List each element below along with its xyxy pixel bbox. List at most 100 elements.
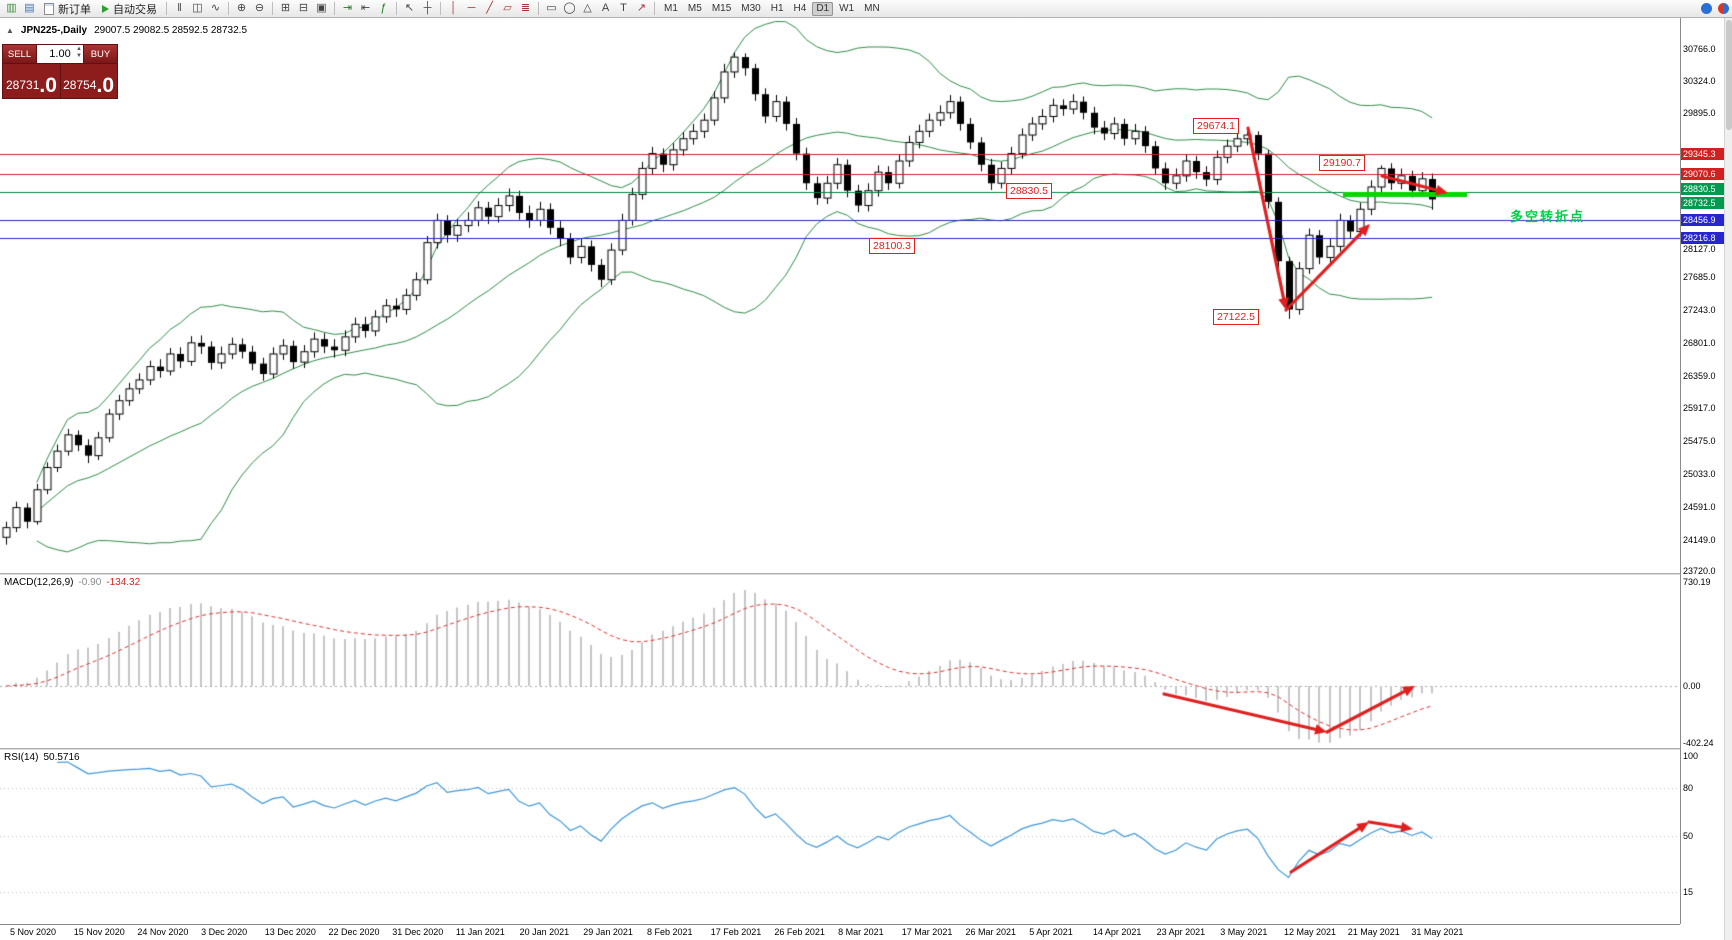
label-icon[interactable]: T xyxy=(620,2,627,14)
panel-splitter[interactable] xyxy=(0,573,1732,575)
rsi-value: 50.5716 xyxy=(43,752,80,763)
channel-icon[interactable]: ▱ xyxy=(503,2,512,14)
volume-value: 1.00 xyxy=(49,48,71,60)
price-tick-label: 30324.0 xyxy=(1683,76,1716,87)
date-label: 31 Dec 2020 xyxy=(392,927,444,937)
price-tick-label: 24591.0 xyxy=(1683,501,1716,512)
text-icon[interactable]: A xyxy=(601,2,610,14)
timeframe-h4[interactable]: H4 xyxy=(793,3,807,14)
date-label: 29 Jan 2021 xyxy=(583,927,633,937)
vertical-line-icon[interactable]: │ xyxy=(450,2,457,14)
cascade-windows-icon[interactable]: ⊟ xyxy=(298,2,309,14)
date-label: 31 May 2021 xyxy=(1411,927,1464,937)
date-label: 22 Dec 2020 xyxy=(328,927,380,937)
crosshair-icon[interactable]: ┼ xyxy=(423,2,432,14)
buy-button[interactable]: BUY xyxy=(84,45,117,63)
cursor-icon[interactable]: ↖ xyxy=(404,2,415,14)
volume-input[interactable]: 1.00 ▲ ▼ xyxy=(36,45,84,63)
main-chart-canvas[interactable] xyxy=(0,18,1680,573)
panel-splitter[interactable] xyxy=(0,748,1732,750)
chart-shift-icon[interactable]: ⇤ xyxy=(360,2,371,14)
alerts-icon[interactable] xyxy=(1701,3,1712,14)
price-tick-label: 30766.0 xyxy=(1683,43,1716,54)
ellipse-icon[interactable]: ◯ xyxy=(563,2,576,14)
auto-scroll-icon[interactable]: ⇥ xyxy=(342,2,353,14)
price-tick-label: 27685.0 xyxy=(1683,272,1716,283)
date-label: 15 Nov 2020 xyxy=(73,927,125,937)
rsi-axis-label: 50 xyxy=(1683,831,1694,841)
rsi-axis-label: 15 xyxy=(1683,887,1694,897)
timeframe-m30[interactable]: M30 xyxy=(741,3,761,14)
timeframe-m15[interactable]: M15 xyxy=(711,3,732,14)
auto-trading-button-label: 自动交易 xyxy=(113,3,157,16)
date-label: 5 Nov 2020 xyxy=(10,927,57,937)
sell-price[interactable]: 28731 .0 xyxy=(6,74,57,97)
ohlc-values: 29007.5 29082.5 28592.5 28732.5 xyxy=(94,25,248,36)
shapes-icon[interactable]: ▭ xyxy=(546,2,557,14)
toolbar-separator xyxy=(538,2,539,15)
macd-main-value: -0.90 xyxy=(78,577,102,588)
date-label: 13 Dec 2020 xyxy=(264,927,316,937)
trendline-icon[interactable]: ╱ xyxy=(486,2,493,14)
vertical-scrollbar[interactable] xyxy=(1724,18,1732,940)
date-label: 14 Apr 2021 xyxy=(1092,927,1142,937)
play-icon xyxy=(102,4,109,13)
buy-price[interactable]: 28754 .0 xyxy=(60,64,117,98)
toolbar-separator xyxy=(228,2,229,15)
date-label: 20 Jan 2021 xyxy=(519,927,570,937)
volume-stepper[interactable]: ▲ ▼ xyxy=(76,46,82,59)
indicators-icon[interactable]: ƒ xyxy=(380,2,387,14)
arrows-icon[interactable]: ↗ xyxy=(636,2,647,14)
macd-label: MACD(12,26,9) -0.90 -134.32 xyxy=(4,577,141,588)
fibonacci-icon[interactable]: ≣ xyxy=(520,2,531,14)
date-label: 26 Mar 2021 xyxy=(965,927,1017,937)
sell-button[interactable]: SELL xyxy=(3,45,36,63)
horizontal-line-icon[interactable]: ─ xyxy=(467,2,476,14)
timeframe-mn[interactable]: MN xyxy=(864,3,880,14)
date-label: 5 Apr 2021 xyxy=(1029,927,1073,937)
macd-panel-canvas[interactable] xyxy=(0,575,1680,748)
price-tick-label: 26359.0 xyxy=(1683,370,1716,381)
tile-windows-icon[interactable]: ⊞ xyxy=(280,2,291,14)
candlestick-icon[interactable]: ◫ xyxy=(192,2,203,14)
bar-chart-icon[interactable]: ‖ xyxy=(177,2,182,14)
macd-axis-label: 730.19 xyxy=(1683,576,1711,587)
price-tick-label: 28127.0 xyxy=(1683,244,1716,255)
collapse-arrow-icon[interactable]: ▲ xyxy=(6,26,14,35)
price-tick-label: 23720.0 xyxy=(1683,566,1716,577)
rsi-panel-canvas[interactable] xyxy=(0,750,1680,924)
timeframe-d1[interactable]: D1 xyxy=(812,1,834,16)
price-tick-label: 29895.0 xyxy=(1683,108,1716,119)
community-icon[interactable] xyxy=(1718,3,1729,14)
date-label: 17 Feb 2021 xyxy=(710,927,762,937)
new-chart-icon[interactable]: ▥ xyxy=(6,2,17,14)
price-tick-label: 25033.0 xyxy=(1683,468,1716,479)
scrollbar-thumb[interactable] xyxy=(1726,20,1732,130)
timeframe-w1[interactable]: W1 xyxy=(839,3,855,14)
price-axis[interactable]: 30766.0 30324.0 29895.0 28127.0 27685.0 27243… xyxy=(1680,18,1725,924)
date-label: 24 Nov 2020 xyxy=(137,927,189,937)
date-label: 8 Feb 2021 xyxy=(647,927,693,937)
timeframe-m5[interactable]: M5 xyxy=(687,3,702,14)
new-order-button[interactable]: 新订单 xyxy=(39,1,96,17)
timeframe-h1[interactable]: H1 xyxy=(770,3,784,14)
date-label: 21 May 2021 xyxy=(1347,927,1400,937)
price-marker-label: 29070.6 xyxy=(1681,168,1725,181)
date-label: 11 Jan 2021 xyxy=(455,927,505,937)
date-axis[interactable]: 5 Nov 2020 15 Nov 2020 24 Nov 2020 3 Dec 20… xyxy=(0,924,1680,940)
toolbar-separator xyxy=(654,2,655,15)
arrange-icon[interactable]: ▣ xyxy=(316,2,327,14)
toolbar-separator xyxy=(396,2,397,15)
auto-trading-button[interactable]: 自动交易 xyxy=(97,1,162,17)
triangle-icon[interactable]: △ xyxy=(583,2,592,14)
timeframe-m1[interactable]: M1 xyxy=(664,3,678,14)
price-tick-label: 27243.0 xyxy=(1683,304,1716,315)
symbol-period-label: JPN225-,Daily xyxy=(20,25,88,36)
price-tick-label: 25917.0 xyxy=(1683,403,1716,414)
macd-axis-label: 0.00 xyxy=(1683,681,1701,691)
price-marker-label: 28216.8 xyxy=(1681,231,1725,244)
line-chart-icon[interactable]: ∿ xyxy=(210,2,221,14)
zoom-in-icon[interactable]: ⊕ xyxy=(236,2,247,14)
zoom-out-icon[interactable]: ⊖ xyxy=(254,2,265,14)
profiles-icon[interactable]: ▤ xyxy=(24,2,35,14)
